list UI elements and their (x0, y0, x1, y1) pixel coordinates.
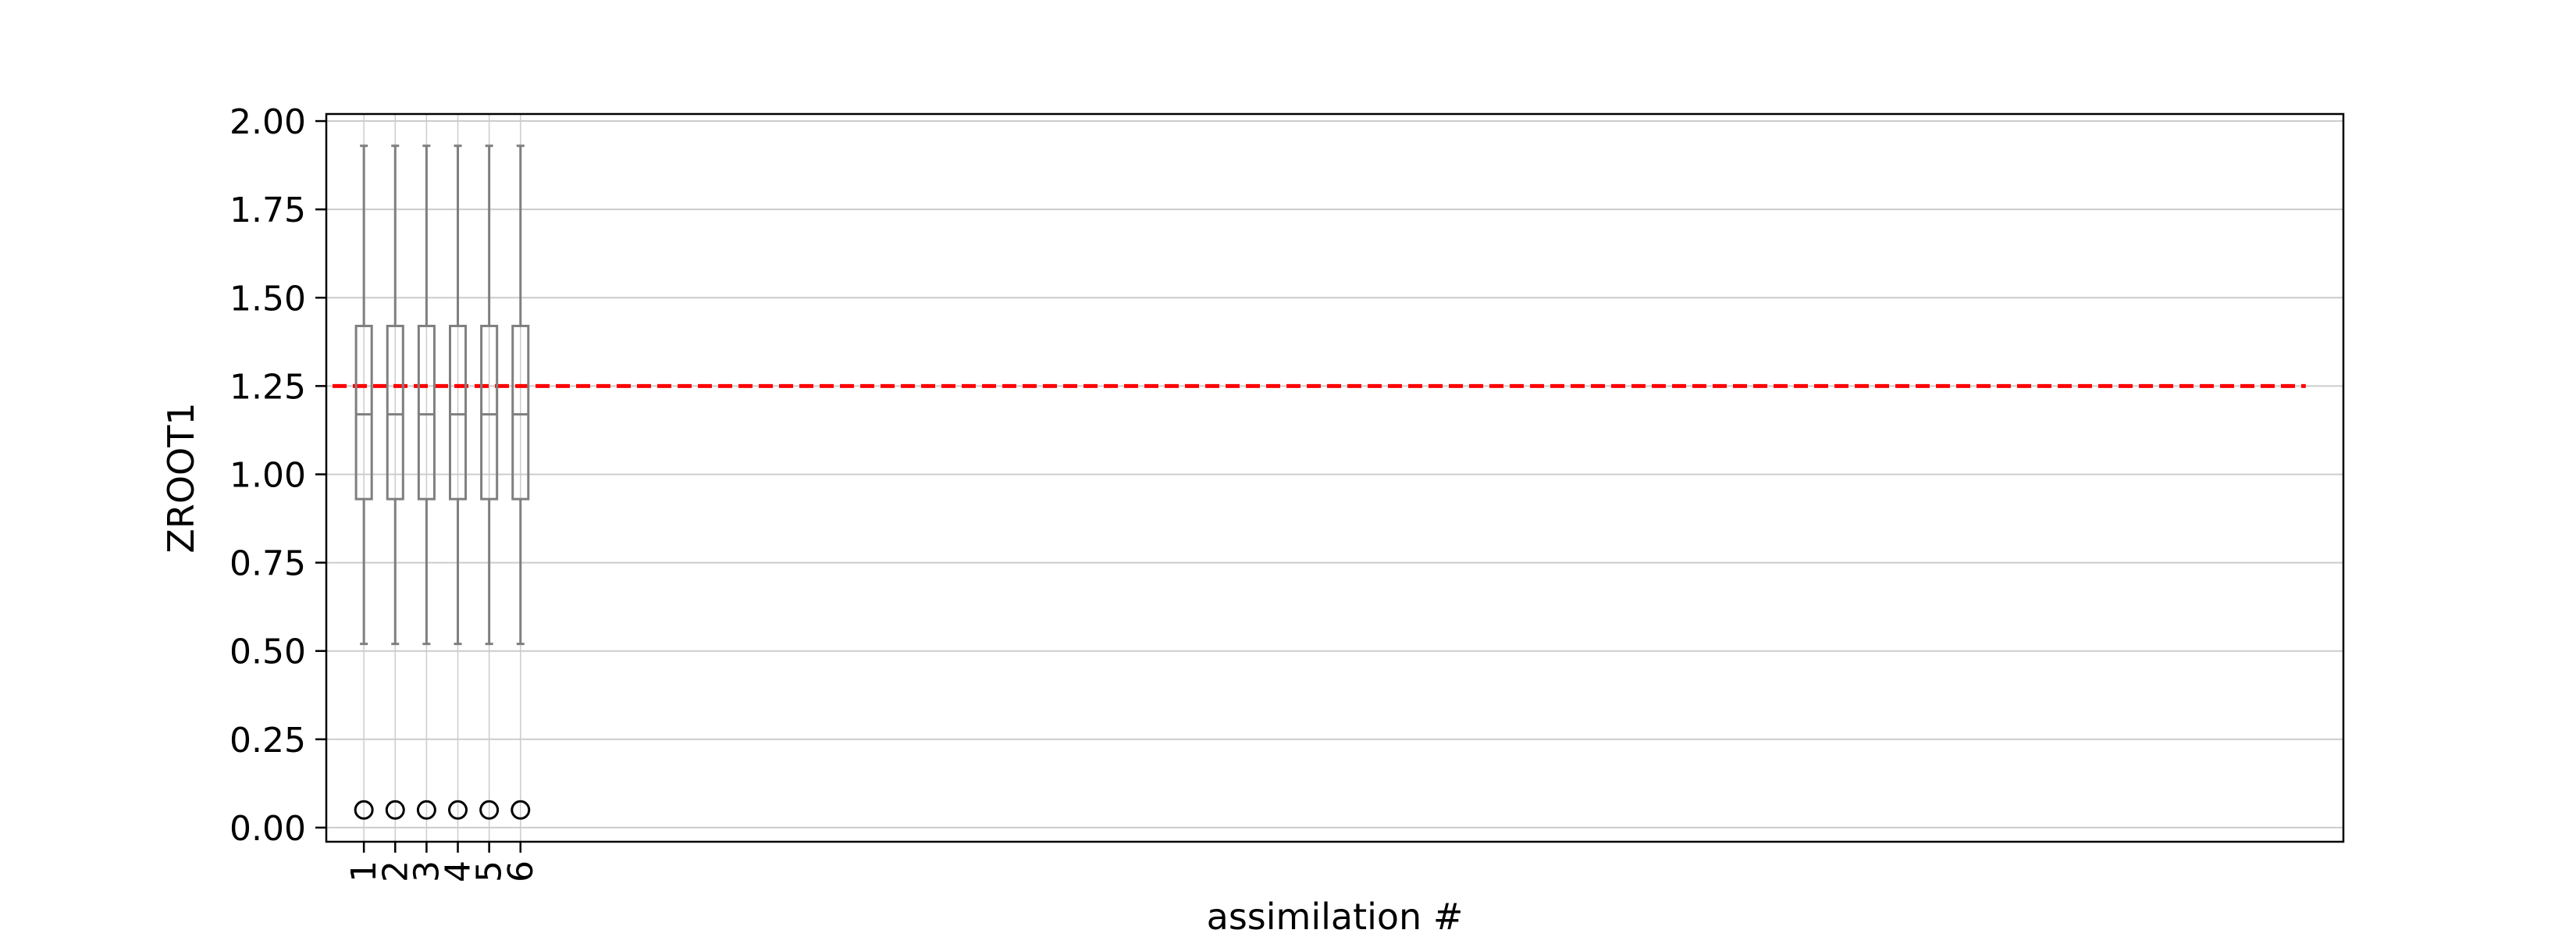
y-axis-ticks: 0.00 0.25 0.50 0.75 1.00 1.25 1.50 1.75 2.00 (229, 102, 326, 849)
outlier-point (479, 800, 500, 820)
box-iqr (417, 324, 436, 501)
box-layer (354, 144, 531, 820)
box-iqr (511, 324, 530, 501)
outlier-point (448, 800, 468, 820)
x-tick-label: 5 (470, 860, 510, 882)
outlier-point (385, 800, 405, 820)
plot-frame (325, 112, 2345, 843)
y-tick-label: 1.00 (229, 455, 306, 495)
x-tick-label: 2 (375, 860, 415, 882)
x-axis-label: assimilation # (1207, 896, 1464, 937)
outlier-point (511, 800, 531, 820)
box-iqr (480, 324, 499, 501)
box-iqr (354, 324, 373, 501)
y-tick-label: 0.50 (229, 632, 306, 672)
y-axis-label: ZROOT1 (160, 402, 202, 553)
box-iqr (386, 324, 404, 501)
y-tick-label: 2.00 (229, 102, 306, 142)
box-iqr (448, 324, 468, 501)
grid-layer (326, 114, 2343, 842)
outlier-point (416, 800, 436, 820)
y-tick-label: 0.75 (229, 544, 306, 584)
y-tick-label: 1.25 (229, 367, 306, 407)
axes-layer (325, 112, 2345, 843)
y-tick-label: 1.75 (229, 191, 306, 230)
y-tick-label: 1.50 (229, 279, 306, 319)
x-tick-label: 4 (439, 860, 479, 882)
y-tick-label: 0.25 (229, 721, 306, 761)
x-tick-label: 6 (501, 860, 541, 882)
x-tick-label: 3 (407, 860, 447, 882)
y-tick-label: 0.00 (229, 809, 306, 849)
x-tick-label: 1 (344, 860, 384, 882)
outlier-point (354, 800, 374, 820)
